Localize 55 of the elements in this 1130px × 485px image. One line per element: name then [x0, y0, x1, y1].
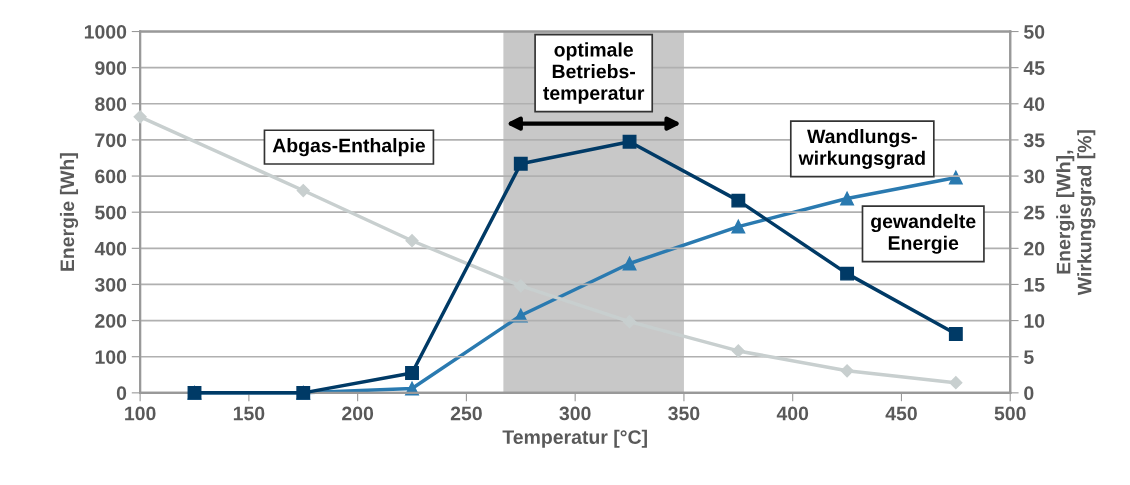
series-label: gewandelte Energie [871, 213, 976, 254]
x-tick-label: 200 [342, 406, 374, 421]
y2-tick-label: 40 [1023, 97, 1045, 112]
series-label: Wandlungs- wirkungsgrad [798, 128, 925, 169]
point [840, 364, 854, 378]
x-tick-label: 400 [776, 406, 809, 421]
y2-axis-title: Energie [Wh], Wirkungsgrad [%] [1056, 130, 1096, 296]
point [133, 110, 147, 124]
y2-tick-label: 10 [1024, 314, 1045, 328]
y2-tick-label: 5 [1024, 350, 1034, 364]
x-tick-label: 250 [450, 406, 482, 421]
y2-tick-label: 15 [1024, 278, 1045, 292]
band-label: optimale Betriebs- temperatur [543, 42, 645, 104]
point [731, 344, 745, 358]
x-tick-label: 100 [125, 406, 156, 421]
y2-tick-label: 35 [1023, 133, 1045, 148]
y-tick-label: 1000 [84, 24, 127, 39]
y-tick-label: 200 [95, 314, 127, 328]
point [949, 376, 963, 390]
y-tick-label: 800 [95, 97, 127, 112]
x-tick-label: 500 [994, 406, 1026, 421]
x-tick-label: 300 [559, 406, 591, 421]
x-tick-label: 350 [668, 406, 700, 421]
y-tick-label: 900 [95, 61, 127, 75]
y2-tick-label: 30 [1023, 169, 1045, 184]
y2-tick-label: 50 [1024, 24, 1045, 39]
y-tick-label: 500 [95, 205, 127, 220]
y-tick-label: 0 [116, 386, 127, 401]
point [622, 256, 637, 271]
x-axis-title: Temperatur [°C] [502, 429, 647, 448]
y-tick-label: 300 [94, 277, 127, 292]
point [731, 219, 746, 234]
point [840, 191, 855, 206]
point [296, 183, 310, 198]
series-label: Abgas-Enthalpie [272, 138, 425, 157]
point [405, 234, 419, 248]
y2-tick-label: 20 [1024, 241, 1045, 256]
y2-tick-label: 25 [1024, 205, 1045, 220]
point [840, 266, 855, 281]
y-tick-label: 600 [95, 169, 127, 184]
point [514, 279, 528, 293]
point [622, 134, 637, 149]
x-tick-label: 150 [233, 406, 265, 421]
y2-tick-label: 45 [1023, 61, 1045, 75]
y-axis-title: Energie [Wh] [59, 153, 79, 271]
point [622, 315, 637, 329]
y-tick-label: 700 [95, 133, 127, 148]
point [731, 193, 746, 208]
y2-tick-label: 0 [1024, 386, 1034, 401]
y-tick-label: 100 [95, 350, 127, 364]
point [948, 327, 963, 341]
x-tick-label: 450 [885, 406, 917, 421]
y-tick-label: 400 [94, 241, 127, 256]
point [405, 366, 419, 380]
point [513, 156, 528, 171]
